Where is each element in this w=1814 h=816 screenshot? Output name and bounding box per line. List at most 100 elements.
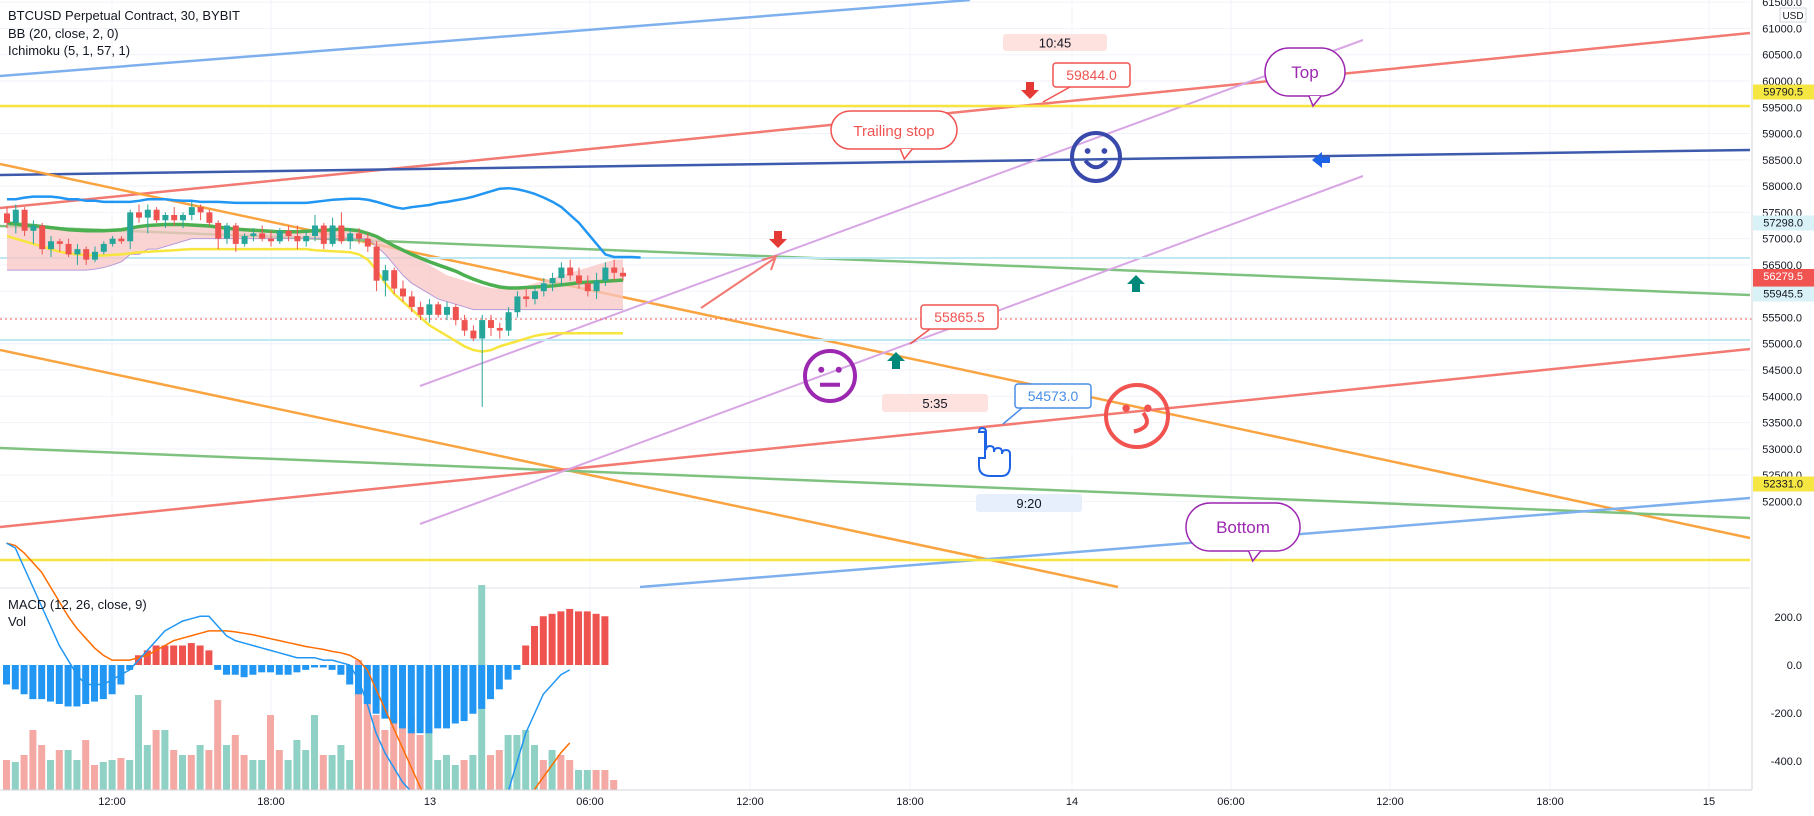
volume-bar bbox=[425, 715, 433, 790]
candle-body bbox=[144, 209, 151, 218]
candle-body bbox=[74, 249, 81, 255]
candle-body bbox=[444, 306, 450, 315]
volume-bar bbox=[346, 760, 354, 790]
time-box-535: 5:35 bbox=[922, 396, 947, 411]
volume-bar bbox=[399, 715, 406, 790]
red-trend-line-lower bbox=[0, 347, 1751, 529]
buy-arrow-2 bbox=[887, 352, 905, 369]
candle-body bbox=[620, 272, 626, 277]
candle-body bbox=[276, 230, 283, 242]
time-tick: 06:00 bbox=[576, 796, 604, 808]
vol-legend[interactable]: Vol bbox=[8, 614, 27, 629]
candle-body bbox=[136, 212, 142, 218]
candle-body bbox=[391, 270, 398, 289]
macd-histogram-bar bbox=[240, 665, 248, 678]
time-tick: 14 bbox=[1066, 796, 1078, 808]
macd-histogram-bar bbox=[346, 665, 354, 685]
candle-body bbox=[452, 306, 459, 321]
price-label-55865: 55865.5 bbox=[934, 309, 985, 325]
macd-histogram-bar bbox=[583, 611, 591, 665]
candle-body bbox=[567, 267, 574, 276]
price-tick: 55500.0 bbox=[1762, 312, 1802, 324]
candle-body bbox=[127, 212, 134, 242]
macd-histogram-bar bbox=[319, 665, 327, 668]
macd-histogram-bar bbox=[328, 665, 336, 670]
volume-bar bbox=[11, 762, 19, 790]
macd-histogram-bar bbox=[513, 665, 521, 670]
candle-body bbox=[523, 296, 530, 300]
lilac-channel-upper bbox=[419, 39, 1364, 387]
candle-body bbox=[611, 267, 618, 273]
volume-bar bbox=[47, 760, 54, 790]
candle-body bbox=[162, 214, 169, 221]
bb-legend[interactable]: BB (20, close, 2, 0) bbox=[8, 26, 119, 41]
macd-histogram-bar bbox=[3, 665, 10, 685]
candlesticks bbox=[4, 201, 626, 407]
macd-legend[interactable]: MACD (12, 26, close, 9) bbox=[8, 597, 147, 612]
volume-bar bbox=[522, 730, 530, 790]
volume-bar bbox=[82, 740, 90, 790]
volume-bar bbox=[117, 758, 125, 790]
confused-emoji-icon-outline bbox=[1104, 383, 1170, 449]
time-tick: 13 bbox=[424, 796, 436, 808]
price-label-59844: 59844.0 bbox=[1066, 67, 1117, 83]
price-unit-label: USD bbox=[1782, 11, 1803, 22]
candle-body bbox=[417, 306, 424, 315]
annotations[interactable]: 10:45 5:35 9:20 59844.0 55865.5 54573.0 Traili… bbox=[700, 34, 1346, 563]
ichimoku-conversion-line bbox=[6, 234, 623, 353]
candle-body bbox=[461, 320, 468, 331]
candle-body bbox=[83, 249, 90, 260]
volume-bar bbox=[337, 745, 345, 790]
green-trend-line-lower bbox=[0, 446, 1751, 520]
left-arrow bbox=[1312, 152, 1330, 168]
macd-histogram-bar bbox=[284, 665, 292, 675]
volume-bar bbox=[390, 710, 398, 790]
macd-histogram-bar bbox=[504, 665, 512, 680]
candle-body bbox=[294, 236, 301, 242]
time-tick: 12:00 bbox=[1376, 796, 1404, 808]
candle-body bbox=[180, 214, 186, 221]
volume-bar bbox=[434, 760, 442, 790]
volume-bar bbox=[179, 755, 186, 790]
smile-emoji-icon-eye-left bbox=[1084, 148, 1091, 154]
volume-bar bbox=[196, 745, 204, 790]
confused-emoji-icon-eye-right bbox=[1144, 404, 1152, 412]
volume-bar bbox=[381, 730, 389, 790]
candle-body bbox=[303, 236, 310, 242]
time-tick: 12:00 bbox=[98, 796, 126, 808]
price-badge-label: 55945.5 bbox=[1763, 289, 1803, 301]
candle-body bbox=[268, 238, 274, 242]
candle-body bbox=[347, 233, 354, 242]
candle-body bbox=[584, 283, 591, 292]
macd-histogram-bar bbox=[495, 665, 503, 690]
price-label-54573-pointer bbox=[1002, 407, 1023, 425]
ichimoku-legend[interactable]: Ichimoku (5, 1, 57, 1) bbox=[8, 43, 131, 58]
volume-bar bbox=[451, 765, 459, 790]
price-tick: 57000.0 bbox=[1762, 234, 1802, 246]
macd-histogram-bar bbox=[47, 665, 54, 702]
macd-histogram-bar bbox=[425, 665, 433, 734]
volume-bar bbox=[223, 745, 230, 790]
candle-body bbox=[382, 270, 389, 281]
candle-body bbox=[153, 209, 160, 221]
macd-histogram-bar bbox=[557, 611, 565, 665]
macd-histogram-bar bbox=[390, 665, 398, 724]
candle-body bbox=[496, 327, 503, 331]
price-label-59844-pointer bbox=[1042, 86, 1071, 103]
volume-bar bbox=[240, 755, 248, 790]
price-tick: 59000.0 bbox=[1762, 129, 1802, 141]
time-tick: 18:00 bbox=[1536, 796, 1564, 808]
volume-bar bbox=[583, 770, 591, 790]
macd-histogram-bar bbox=[258, 665, 266, 673]
volume-bar bbox=[539, 760, 547, 790]
volume-bar bbox=[302, 750, 310, 790]
volume-bar bbox=[487, 755, 494, 790]
macd-histogram-bar bbox=[143, 650, 151, 665]
price-badge-label: 52331.0 bbox=[1763, 479, 1803, 491]
macd-tick: -400.0 bbox=[1771, 756, 1802, 768]
candle-body bbox=[532, 291, 538, 300]
bb-upper-band bbox=[7, 186, 641, 259]
macd-histogram-bar bbox=[231, 665, 239, 675]
